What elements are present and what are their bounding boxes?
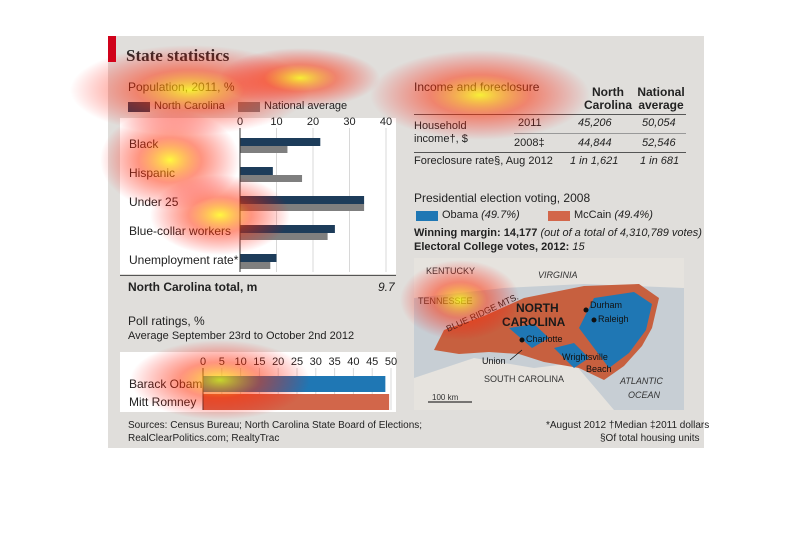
obama-swatch <box>416 211 438 221</box>
pop-bar-national <box>240 146 288 153</box>
footnotes-line-2: §Of total housing units <box>600 433 700 444</box>
beach-label: Beach <box>586 364 612 374</box>
poll-category-label: Barack Obama <box>129 377 209 391</box>
income-year-2008: 2008‡ <box>514 137 545 149</box>
foreclosure-national: 1 in 681 <box>640 155 680 167</box>
mccain-label: McCain (49.4%) <box>574 209 653 221</box>
sources-line-1: Sources: Census Bureau; North Carolina S… <box>128 420 423 431</box>
raleigh-label: Raleigh <box>598 314 629 324</box>
scale-label: 100 km <box>432 393 459 402</box>
mccain-swatch <box>548 211 570 221</box>
nc-total-label: North Carolina total, m <box>128 280 258 294</box>
pop-bar-nc <box>240 196 365 204</box>
income-national-2011: 50,054 <box>642 117 676 129</box>
nc-total-value: 9.7 <box>378 280 395 294</box>
poll-tick-label: 5 <box>219 356 225 368</box>
poll-tick-label: 15 <box>253 356 265 368</box>
obama-label: Obama (49.7%) <box>442 209 520 221</box>
poll-bar <box>203 376 386 392</box>
income-col-national: National average <box>637 85 685 112</box>
ocean-label: OCEAN <box>628 390 661 400</box>
footnotes-line-1: *August 2012 †Median ‡2011 dollars <box>546 420 710 431</box>
sources-line-2: RealClearPolitics.com; RealtyTrac <box>128 433 280 444</box>
poll-title: Poll ratings, % <box>128 314 205 328</box>
poll-tick-label: 30 <box>310 356 322 368</box>
poll-tick-label: 45 <box>366 356 378 368</box>
electoral-votes: Electoral College votes, 2012: 15 <box>414 241 585 253</box>
virginia-label: VIRGINIA <box>538 270 578 280</box>
winning-margin: Winning margin: 14,177 (out of a total o… <box>414 227 702 239</box>
population-divider <box>120 275 396 276</box>
pop-tick-label: 30 <box>343 116 355 128</box>
union-label: Union <box>482 356 506 366</box>
poll-tick-label: 10 <box>234 356 246 368</box>
income-bottom-rule <box>414 152 686 153</box>
foreclosure-label: Foreclosure rate§, Aug 2012 <box>414 155 553 167</box>
nc-label-1: NORTH <box>516 301 559 315</box>
income-mid-rule <box>514 133 686 134</box>
poll-bar <box>203 394 390 410</box>
durham-label: Durham <box>590 300 622 310</box>
income-col-nc: North Carolina <box>583 85 632 112</box>
poll-tick-label: 50 <box>385 356 397 368</box>
charlotte-label: Charlotte <box>526 334 563 344</box>
poll-tick-label: 25 <box>291 356 303 368</box>
poll-tick-label: 35 <box>328 356 340 368</box>
election-title: Presidential election voting, 2008 <box>414 191 591 205</box>
poll-category-label: Mitt Romney <box>129 395 196 409</box>
wrightsville-label: Wrightsville <box>562 352 608 362</box>
poll-subtitle: Average September 23rd to October 2nd 20… <box>128 330 355 342</box>
pop-bar-nc <box>240 138 321 146</box>
pop-bar-national <box>240 262 271 269</box>
atlantic-label: ATLANTIC <box>619 376 663 386</box>
pop-bar-national <box>240 204 365 211</box>
pop-category-label: Unemployment rate* <box>129 253 239 267</box>
pop-bar-nc <box>240 167 273 175</box>
poll-tick-label: 20 <box>272 356 284 368</box>
poll-tick-label: 40 <box>347 356 359 368</box>
income-nc-2008: 44,844 <box>578 137 612 149</box>
pop-bar-nc <box>240 254 277 262</box>
poll-tick-label: 0 <box>200 356 206 368</box>
income-national-2008: 52,546 <box>642 137 676 149</box>
foreclosure-nc: 1 in 1,621 <box>570 155 619 167</box>
sc-label: SOUTH CAROLINA <box>484 374 564 384</box>
